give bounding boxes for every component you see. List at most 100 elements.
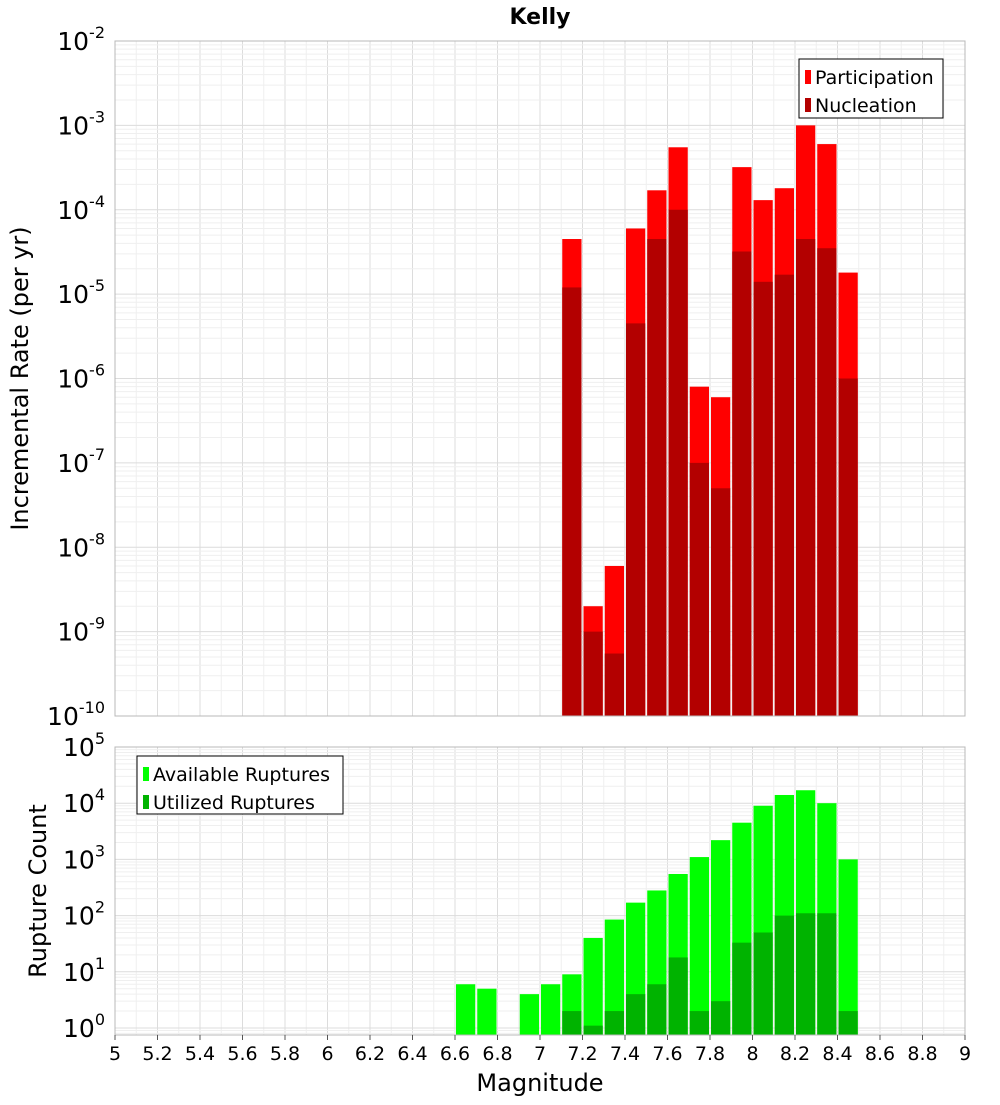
- rate-chart-y-tick-exp: -4: [89, 192, 105, 211]
- rate-chart-bar-nucleation: [689, 462, 709, 716]
- count-chart-bar-utilized-ruptures: [668, 957, 688, 1035]
- count-chart-bar-available-ruptures: [456, 984, 476, 1035]
- rate-chart-y-tick-exp: -7: [89, 445, 105, 464]
- x-tick-label: 5.4: [185, 1043, 215, 1065]
- rate-chart-bar-nucleation: [796, 239, 816, 716]
- x-tick-label: 7.6: [652, 1043, 682, 1065]
- rate-chart-y-tick-base: 10: [57, 365, 89, 394]
- count-chart-bar-utilized-ruptures: [711, 1001, 731, 1035]
- rate-chart-bar-nucleation: [817, 248, 837, 717]
- count-chart-y-tick-label: 105: [63, 729, 105, 762]
- rate-chart-y-tick-exp: -3: [89, 107, 105, 126]
- count-chart-y-tick-base: 10: [63, 733, 95, 762]
- rate-chart-y-tick-exp: -10: [79, 698, 105, 717]
- count-chart-bar-utilized-ruptures: [753, 932, 773, 1035]
- count-chart-y-tick-base: 10: [63, 902, 95, 931]
- count-chart-bar-utilized-ruptures: [562, 1011, 582, 1035]
- count-chart-bar-available-ruptures: [541, 984, 561, 1035]
- count-chart-bar-available-ruptures: [477, 988, 497, 1035]
- count-chart-y-tick-exp: 4: [95, 785, 105, 804]
- rate-chart-y-tick-label: 10-9: [57, 614, 105, 647]
- count-chart-bar-utilized-ruptures: [774, 915, 794, 1035]
- x-tick-label: 6: [321, 1043, 333, 1065]
- x-tick-label: 5.2: [142, 1043, 172, 1065]
- rate-chart-legend-label: Nucleation: [815, 95, 917, 117]
- count-chart-bar-utilized-ruptures: [838, 1011, 858, 1035]
- rate-chart-legend-swatch: [805, 98, 811, 112]
- rate-chart-y-tick-base: 10: [47, 702, 79, 731]
- count-chart-legend: Available Ruptures Utilized Ruptures: [136, 755, 344, 815]
- count-chart-legend-swatch: [143, 767, 149, 781]
- x-tick-label: 9: [959, 1043, 971, 1065]
- rate-chart-bars: [562, 125, 858, 717]
- rate-chart-y-tick-base: 10: [57, 280, 89, 309]
- rate-chart-y-tick-exp: -8: [89, 529, 105, 548]
- rate-chart-y-tick-base: 10: [57, 111, 89, 140]
- rate-chart-bar-nucleation: [668, 209, 688, 716]
- count-chart-bar-available-ruptures: [519, 994, 539, 1035]
- chart-title: Kelly: [509, 5, 570, 30]
- count-chart-y-tick-base: 10: [63, 789, 95, 818]
- count-chart-y-tick-label: 100: [63, 1010, 105, 1043]
- rate-chart-y-tick-exp: -6: [89, 361, 105, 380]
- rate-chart-legend-box: [798, 58, 944, 119]
- x-tick-label: 8.8: [907, 1043, 937, 1065]
- rate-chart-y-tick-base: 10: [57, 533, 89, 562]
- x-tick-label: 5.8: [270, 1043, 300, 1065]
- rate-chart-legend: Participation Nucleation: [798, 58, 944, 119]
- rate-chart-y-tick-exp: -9: [89, 614, 105, 633]
- count-chart-y-tick-exp: 2: [95, 898, 105, 917]
- rate-chart-bar-nucleation: [583, 631, 603, 716]
- x-tick-label: 8.4: [822, 1043, 852, 1065]
- rate-chart-bar-nucleation: [732, 251, 752, 716]
- x-tick-label: 6.8: [482, 1043, 512, 1065]
- x-tick-label: 6.4: [397, 1043, 427, 1065]
- count-chart-bar-available-ruptures: [838, 859, 858, 1035]
- rate-chart-y-tick-base: 10: [57, 196, 89, 225]
- count-chart-y-tick-base: 10: [63, 1014, 95, 1043]
- x-ticks: 5 5.2 5.4 5.6 5.8 6 6.2 6.4 6.6 6.8 7 7.2 7.4 7.6 7.8 8…: [109, 1035, 971, 1065]
- rate-chart-y-tick-label: 10-7: [57, 445, 105, 478]
- count-chart-y-tick-exp: 3: [95, 841, 105, 860]
- rate-chart-y-axis-label: Incremental Rate (per yr): [6, 226, 34, 530]
- count-chart-grid: [114, 746, 966, 1035]
- count-chart-y-tick-base: 10: [63, 845, 95, 874]
- x-tick-label: 7.4: [610, 1043, 640, 1065]
- x-tick-label: 6.2: [355, 1043, 385, 1065]
- x-tick-label: 7.8: [695, 1043, 725, 1065]
- x-tick-label: 5: [109, 1043, 121, 1065]
- x-tick-label: 8.2: [780, 1043, 810, 1065]
- count-chart-y-tick-label: 102: [63, 898, 105, 931]
- count-chart-y-tick-label: 104: [63, 785, 105, 818]
- count-chart-y-tick-exp: 0: [95, 1010, 105, 1029]
- count-chart-bar-available-ruptures: [604, 919, 624, 1035]
- count-chart-bars: [456, 790, 858, 1035]
- count-chart-bar-utilized-ruptures: [604, 1011, 624, 1035]
- rate-chart-y-tick-label: 10-6: [57, 361, 105, 394]
- count-chart-y-tick-label: 101: [63, 954, 105, 987]
- count-chart-y-tick-label: 103: [63, 841, 105, 874]
- rate-chart-y-tick-label: 10-8: [57, 529, 105, 562]
- rate-chart-y-tick-base: 10: [57, 618, 89, 647]
- count-chart-bar-utilized-ruptures: [689, 1011, 709, 1035]
- rate-chart-y-tick-base: 10: [57, 449, 89, 478]
- x-tick-label: 5.6: [227, 1043, 257, 1065]
- count-chart-legend-label: Utilized Ruptures: [153, 792, 315, 814]
- count-chart-bar-utilized-ruptures: [732, 942, 752, 1035]
- rate-chart-y-tick-label: 10-10: [47, 698, 105, 731]
- rate-chart-bar-nucleation: [711, 488, 731, 716]
- count-chart-bar-utilized-ruptures: [647, 984, 667, 1035]
- x-tick-label: 8.6: [865, 1043, 895, 1065]
- rate-chart-frame: [114, 40, 966, 717]
- rate-chart-y-tick-exp: -2: [89, 23, 105, 42]
- count-chart-y-tick-base: 10: [63, 958, 95, 987]
- count-chart-bar-available-ruptures: [583, 937, 603, 1035]
- x-axis-label: Magnitude: [476, 1069, 603, 1097]
- x-tick-label: 8: [746, 1043, 758, 1065]
- rate-chart-legend-label: Participation: [815, 67, 934, 89]
- rate-chart-bar-nucleation: [774, 274, 794, 716]
- rate-chart-y-tick-label: 10-4: [57, 192, 105, 225]
